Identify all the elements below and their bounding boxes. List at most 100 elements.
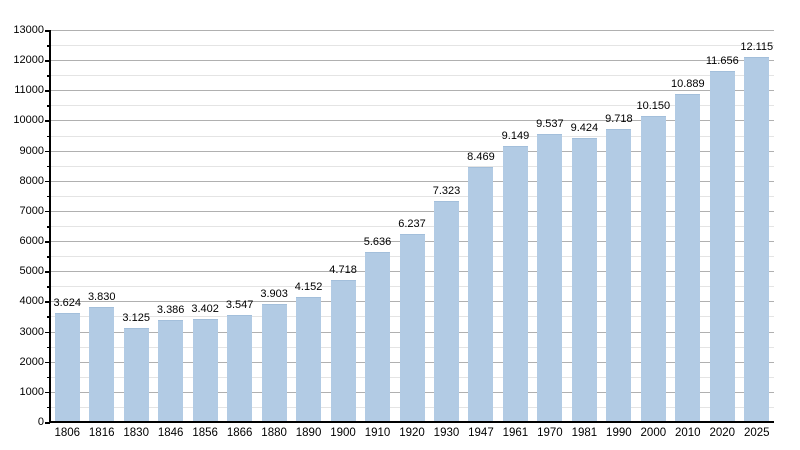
- bar: [433, 201, 459, 422]
- y-axis-tick-label: 13000: [13, 24, 44, 36]
- y-axis-major-tick: [45, 180, 50, 183]
- y-axis-minor-tick: [47, 256, 50, 258]
- x-axis-tick-label: 2010: [675, 427, 701, 439]
- y-axis-major-tick: [45, 60, 50, 62]
- x-axis-tick-label: 1890: [295, 427, 322, 439]
- x-axis-tick-label: 1816: [88, 427, 115, 439]
- gridline-major: [50, 60, 774, 62]
- gridline-minor: [50, 135, 774, 137]
- x-axis-tick-label: 1990: [606, 427, 632, 439]
- x-axis-tick-label: 1947: [468, 427, 494, 439]
- x-axis-tick-label: 1961: [502, 427, 529, 439]
- x-axis-tick-label: 2000: [640, 427, 667, 439]
- bar-value-label: 6.237: [398, 217, 426, 230]
- y-axis-tick-label: 12000: [13, 54, 44, 67]
- x-axis-tick-label: 1830: [123, 427, 149, 439]
- x-axis-tick-label: 1846: [157, 427, 184, 439]
- x-axis-tick-label: 1856: [192, 427, 218, 439]
- x-axis-tick-label: 1970: [537, 427, 563, 439]
- gridline-major: [50, 180, 774, 182]
- bar-value-label: 4.718: [329, 263, 357, 276]
- x-axis-tick-label: 1920: [399, 427, 425, 439]
- y-axis-major-tick: [45, 422, 50, 424]
- bar: [330, 279, 356, 422]
- y-axis-major-tick: [45, 150, 50, 153]
- y-axis-major-tick: [45, 361, 50, 364]
- bar-value-label: 11.656: [705, 54, 739, 67]
- x-axis-tick-label: 1866: [226, 427, 253, 439]
- bar-value-label: 9.424: [570, 121, 599, 134]
- y-axis-tick-label: 6000: [19, 235, 44, 248]
- bar-value-label: 9.149: [501, 130, 530, 143]
- bar: [158, 319, 184, 422]
- y-axis-major-tick: [45, 30, 50, 32]
- bar: [468, 166, 494, 422]
- y-axis-minor-tick: [47, 195, 50, 198]
- y-axis-tick-label: 11000: [14, 84, 44, 97]
- y-axis-major-tick: [45, 301, 50, 303]
- y-axis-tick-label: 1000: [19, 385, 44, 398]
- y-axis-line: [49, 30, 51, 422]
- bar-value-label: 10.150: [636, 99, 671, 112]
- bar-value-label: 9.718: [605, 112, 633, 125]
- bar: [89, 306, 115, 422]
- y-axis-tick-label: 7000: [19, 204, 44, 217]
- bar-value-label: 3.624: [53, 296, 81, 309]
- y-axis-major-tick: [45, 331, 50, 334]
- x-axis-tick-label: 1880: [261, 427, 287, 439]
- y-axis-major-tick: [45, 120, 50, 122]
- x-axis-line: [49, 421, 774, 423]
- bar: [537, 134, 563, 422]
- y-axis-tick-label: 3000: [19, 325, 44, 338]
- y-axis-tick-label: 9000: [19, 144, 44, 157]
- bar-value-label: 9.537: [536, 118, 564, 131]
- bar: [606, 128, 632, 422]
- y-axis-minor-tick: [47, 406, 50, 409]
- y-axis-minor-tick: [47, 316, 50, 318]
- gridline-major: [50, 120, 774, 122]
- bar-value-label: 3.125: [122, 311, 150, 324]
- x-axis-tick-label: 1981: [571, 427, 598, 439]
- gridline-major: [50, 210, 774, 212]
- y-axis-minor-tick: [47, 286, 50, 288]
- bar-value-label: 5.636: [363, 236, 392, 249]
- bar: [365, 252, 391, 422]
- bar: [399, 233, 425, 422]
- y-axis-tick-label: 4000: [19, 295, 44, 308]
- y-axis-minor-tick: [47, 376, 50, 379]
- y-axis-major-tick: [45, 90, 50, 92]
- y-axis-tick-label: 8000: [19, 174, 44, 187]
- x-axis-tick-label: 2025: [743, 427, 770, 439]
- gridline-major: [50, 90, 774, 92]
- gridline-major: [50, 30, 774, 31]
- bar: [709, 70, 735, 422]
- x-axis-tick-label: 1910: [364, 427, 391, 439]
- bar: [123, 327, 149, 422]
- x-axis-tick-label: 1806: [54, 427, 81, 439]
- bar-value-label: 7.323: [432, 185, 461, 198]
- y-axis-tick-label: 0: [37, 416, 44, 428]
- bar-value-label: 12.115: [740, 40, 774, 53]
- bar-value-label: 3.386: [156, 303, 185, 316]
- gridline-minor: [50, 75, 774, 77]
- bar: [744, 56, 770, 422]
- y-axis-minor-tick: [47, 165, 50, 168]
- bar: [571, 137, 597, 422]
- x-axis-tick-label: 2020: [709, 427, 736, 439]
- y-axis-minor-tick: [47, 105, 50, 107]
- bar-value-label: 8.469: [467, 150, 495, 163]
- bar-value-label: 3.903: [260, 288, 288, 301]
- bar: [502, 146, 528, 422]
- y-axis-tick-label: 2000: [19, 355, 44, 368]
- y-axis-tick-label: 10000: [13, 114, 44, 127]
- y-axis-minor-tick: [47, 75, 50, 77]
- bar-value-label: 4.152: [294, 280, 323, 293]
- gridline-minor: [50, 195, 774, 197]
- bar: [192, 319, 218, 422]
- bar: [640, 115, 666, 422]
- gridline-major: [50, 150, 774, 152]
- y-axis-major-tick: [45, 210, 50, 213]
- y-axis-tick-label: 5000: [19, 265, 44, 278]
- x-axis-tick-label: 1900: [330, 427, 356, 439]
